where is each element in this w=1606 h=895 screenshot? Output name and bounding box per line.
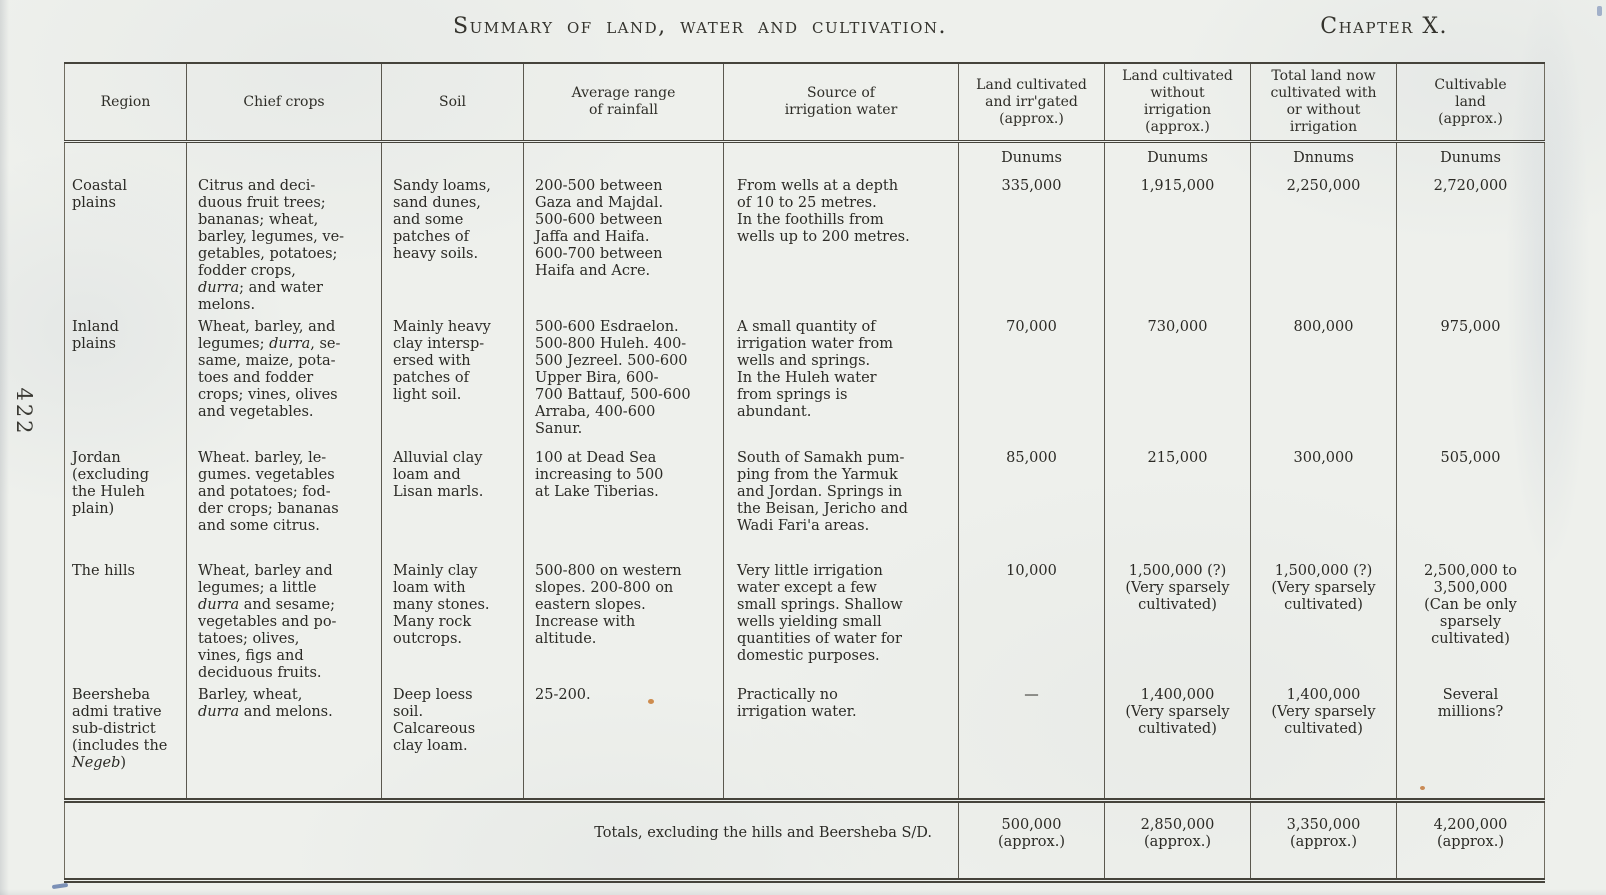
- page-number: 422: [12, 387, 36, 437]
- value-cell: 1,915,000: [1104, 173, 1251, 315]
- soil-cell: Mainly clay loam with many stones. Many …: [381, 558, 524, 683]
- value-cell: 300,000: [1250, 445, 1397, 559]
- units-cell: [381, 141, 524, 174]
- col-header-chief-crops: Chief crops: [186, 63, 382, 143]
- table-row-jordan: Jordan (excluding the Huleh plain) Wheat…: [65, 445, 1545, 559]
- rainfall-cell: 25-200.: [523, 682, 724, 801]
- value-cell: 1,500,000 (?) (Very sparsely cultivated): [1104, 558, 1251, 683]
- page-heading: Summary of land, water and cultivation. …: [0, 14, 1606, 50]
- rainfall-cell: 500-800 on western slopes. 200-800 on ea…: [523, 558, 724, 683]
- irrigation-source-cell: Practically no irrigation water.: [723, 682, 959, 801]
- units-cell: [523, 141, 724, 174]
- col-header-region: Region: [64, 63, 187, 143]
- region-cell: Inland plains: [72, 318, 119, 352]
- value-cell: —: [958, 682, 1105, 801]
- soil-cell: Deep loess soil. Calcareous clay loam.: [381, 682, 524, 801]
- col-header-cultivated-irrigated: Land cultivated and irr'gated (approx.): [958, 63, 1105, 143]
- value-cell: Several millions?: [1396, 682, 1545, 801]
- value-cell: 10,000: [958, 558, 1105, 683]
- units-cell: Dunums: [1104, 141, 1251, 174]
- col-header-irrigation-source: Source of irrigation water: [723, 63, 959, 143]
- value-cell: 2,250,000: [1250, 173, 1397, 315]
- rainfall-cell: 200-500 between Gaza and Majdal. 500-600…: [523, 173, 724, 315]
- header-row: Region Chief crops Soil Average range of…: [64, 63, 1545, 143]
- col-header-soil: Soil: [381, 63, 524, 143]
- col-header-cultivated-without-irrigation: Land cultivated without irrigation (appr…: [1104, 63, 1251, 143]
- units-cell: Dunums: [1396, 141, 1545, 174]
- region-cell: Beersheba admi trative sub-district (inc…: [72, 686, 168, 771]
- irrigation-source-cell: A small quantity of irrigation water fro…: [723, 314, 959, 446]
- units-row: Dunums Dunums Dnnums Dunums: [65, 141, 1545, 174]
- col-header-total-cultivated: Total land now cultivated with or withou…: [1250, 63, 1397, 143]
- value-cell: 505,000: [1396, 445, 1545, 559]
- chapter-label: Chapter X.: [1320, 14, 1448, 39]
- table-row-the-hills: The hills Wheat, barley and legumes; a l…: [65, 558, 1545, 683]
- region-cell: Jordan (excluding the Huleh plain): [72, 449, 150, 517]
- irrigation-source-cell: South of Samakh pum- ping from the Yarmu…: [723, 445, 959, 559]
- crops-cell: Barley, wheat, durra and melons.: [186, 682, 382, 801]
- totals-row: Totals, excluding the hills and Beersheb…: [64, 798, 1545, 883]
- value-cell: 1,400,000 (Very sparsely cultivated): [1250, 682, 1397, 801]
- value-cell: 800,000: [1250, 314, 1397, 446]
- col-header-rainfall: Average range of rainfall: [523, 63, 724, 143]
- irrigation-source-cell: Very little irrigation water except a fe…: [723, 558, 959, 683]
- crops-cell: Citrus and deci- duous fruit trees; bana…: [186, 173, 382, 315]
- totals-value-cell: 2,850,000 (approx.): [1104, 798, 1251, 883]
- soil-cell: Alluvial clay loam and Lisan marls.: [381, 445, 524, 559]
- totals-value-cell: 4,200,000 (approx.): [1396, 798, 1545, 883]
- value-cell: 2,720,000: [1396, 173, 1545, 315]
- units-cell: Dunums: [958, 141, 1105, 174]
- totals-value-cell: 3,350,000 (approx.): [1250, 798, 1397, 883]
- rainfall-cell: 500-600 Esdraelon. 500-800 Huleh. 400- 5…: [523, 314, 724, 446]
- units-cell: [65, 142, 187, 174]
- value-cell: 1,500,000 (?) (Very sparsely cultivated): [1250, 558, 1397, 683]
- table-row-inland-plains: Inland plains Wheat, barley, and legumes…: [65, 314, 1545, 446]
- soil-cell: Mainly heavy clay intersp- ersed with pa…: [381, 314, 524, 446]
- totals-label: Totals, excluding the hills and Beersheb…: [64, 798, 959, 883]
- units-cell: [723, 141, 959, 174]
- totals-value-cell: 500,000 (approx.): [958, 798, 1105, 883]
- value-cell: 1,400,000 (Very sparsely cultivated): [1104, 682, 1251, 801]
- irrigation-source-cell: From wells at a depth of 10 to 25 metres…: [723, 173, 959, 315]
- units-cell: Dnnums: [1250, 141, 1397, 174]
- col-header-cultivable-land: Cultivable land (approx.): [1396, 63, 1545, 143]
- value-cell: 70,000: [958, 314, 1105, 446]
- table-row-coastal-plains: Coastal plains Citrus and deci- duous fr…: [65, 173, 1545, 315]
- units-cell: [186, 141, 382, 174]
- value-cell: 2,500,000 to 3,500,000 (Can be only spar…: [1396, 558, 1545, 683]
- region-cell: The hills: [72, 562, 135, 579]
- value-cell: 730,000: [1104, 314, 1251, 446]
- crops-cell: Wheat, barley and legumes; a little durr…: [186, 558, 382, 683]
- land-water-cultivation-table: Region Chief crops Soil Average range of…: [64, 62, 1545, 883]
- region-cell: Coastal plains: [72, 177, 128, 211]
- value-cell: 335,000: [958, 173, 1105, 315]
- rainfall-cell: 100 at Dead Sea increasing to 500 at Lak…: [523, 445, 724, 559]
- value-cell: 215,000: [1104, 445, 1251, 559]
- table-row-beersheba: Beersheba admi trative sub-district (inc…: [65, 682, 1545, 801]
- value-cell: 85,000: [958, 445, 1105, 559]
- ink-mark: [51, 882, 69, 890]
- page-title: Summary of land, water and cultivation.: [453, 14, 947, 39]
- value-cell: 975,000: [1396, 314, 1545, 446]
- crops-cell: Wheat, barley, and legumes; durra, se- s…: [186, 314, 382, 446]
- crops-cell: Wheat. barley, le- gumes. vegetables and…: [186, 445, 382, 559]
- soil-cell: Sandy loams, sand dunes, and some patche…: [381, 173, 524, 315]
